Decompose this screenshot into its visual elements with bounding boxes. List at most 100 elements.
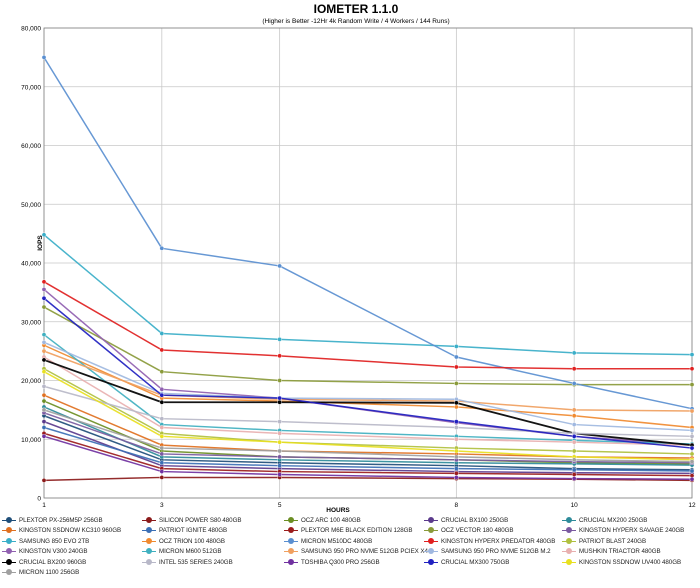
data-point <box>277 399 282 405</box>
series-group <box>41 232 695 357</box>
axes <box>43 27 693 499</box>
series-line <box>43 306 692 386</box>
legend-item: SAMSUNG 950 PRO NVME 512GB PCIEX X4 <box>284 546 428 557</box>
legend-swatch <box>2 525 16 536</box>
data-point <box>571 476 577 481</box>
data-point <box>41 392 47 398</box>
data-point <box>689 476 695 482</box>
data-point <box>689 408 695 414</box>
series-line <box>43 297 693 449</box>
data-point <box>571 434 577 439</box>
legend-item: CRUCIAL MX300 750GB <box>424 557 509 568</box>
legend-label: KINGSTON HYPERX PREDATOR 480GB <box>441 537 556 545</box>
series-line <box>43 341 693 432</box>
legend-label: TOSHIBA Q300 PRO 256GB <box>301 558 380 566</box>
legend-item: OCZ TRION 100 480GB <box>142 536 225 547</box>
series-line <box>43 432 693 477</box>
series-line <box>43 344 693 429</box>
legend-item: PATRIOT BLAST 240GB <box>562 536 646 547</box>
legend-item: MICRON 1100 256GB <box>2 567 79 578</box>
legend-label: OCZ TRION 100 480GB <box>159 537 225 545</box>
legend-swatch <box>2 515 16 526</box>
data-point <box>571 366 577 372</box>
data-point <box>41 340 47 345</box>
legend-label: SILICON POWER S80 480GB <box>159 517 242 524</box>
legend-label: MICRON M510DC 480GB <box>301 537 373 545</box>
data-point <box>277 395 282 401</box>
data-point <box>277 419 282 424</box>
x-tick-label: 3 <box>160 502 164 509</box>
data-point <box>571 439 577 445</box>
chart-title: IOMETER 1.1.0 <box>314 2 399 16</box>
legend-label: PATRIOT BLAST 240GB <box>579 537 647 545</box>
data-point <box>571 407 577 413</box>
data-point <box>689 468 695 474</box>
data-point <box>159 469 165 474</box>
data-point <box>41 407 47 413</box>
legend-label: MICRON M600 512GB <box>159 548 222 556</box>
legend-swatch <box>142 525 156 536</box>
data-point <box>454 404 459 410</box>
legend-swatch <box>424 536 438 547</box>
series-group <box>41 279 695 372</box>
legend-swatch <box>142 557 156 568</box>
legend-swatch <box>424 546 438 557</box>
data-point <box>571 472 577 477</box>
data-point <box>159 451 165 457</box>
legend-label: CRUCIAL BX200 960GB <box>19 558 87 566</box>
series-group <box>41 366 695 457</box>
legend-label: KINGSTON SSDNOW KC310 960GB <box>19 527 122 535</box>
series-line <box>43 371 693 461</box>
data-point <box>41 348 47 354</box>
data-point <box>41 384 47 389</box>
legend-label: MICRON 1100 256GB <box>19 569 80 576</box>
series-line <box>43 415 693 471</box>
data-point <box>277 337 282 342</box>
legend-item: TOSHIBA Q300 PRO 256GB <box>284 557 380 568</box>
y-tick-label: 10,000 <box>21 437 41 444</box>
series-line <box>43 385 693 438</box>
data-point <box>159 392 165 398</box>
data-point <box>41 434 47 439</box>
legend-item: KINGSTON SSDNOW UV400 480GB <box>562 557 681 568</box>
legend-label: CRUCIAL MX300 750GB <box>441 558 510 566</box>
data-point <box>571 457 577 463</box>
data-point <box>454 466 459 471</box>
data-point <box>277 378 282 383</box>
data-point <box>571 350 577 356</box>
legend-label: SAMSUNG 850 EVO 2TB <box>19 537 90 545</box>
data-point <box>41 304 47 310</box>
series-group <box>41 410 695 466</box>
y-tick-label: 80,000 <box>21 26 41 33</box>
x-tick-label: 1 <box>42 502 46 509</box>
data-point <box>41 232 47 238</box>
data-point <box>689 366 695 372</box>
data-point <box>454 425 459 430</box>
legend-swatch <box>562 546 576 557</box>
legend-item: PLEXTOR M6E BLACK EDITION 128GB <box>284 525 413 536</box>
data-point <box>159 445 165 451</box>
legend-swatch <box>142 536 156 547</box>
legend-item: KINGSTON SSDNOW KC310 960GB <box>2 525 121 536</box>
data-point <box>454 381 459 386</box>
legend-label: OCZ VECTOR 180 480GB <box>441 527 514 535</box>
data-point <box>159 246 165 251</box>
data-point <box>159 416 165 421</box>
data-point <box>41 425 47 430</box>
legend-swatch <box>424 557 438 568</box>
data-point <box>277 439 282 445</box>
x-tick-label: 8 <box>455 502 459 509</box>
data-point <box>571 413 577 419</box>
data-point <box>454 364 459 370</box>
data-point <box>454 436 459 442</box>
data-point <box>689 352 695 357</box>
x-tick-label: 10 <box>571 502 579 509</box>
series-line <box>43 350 693 412</box>
data-point <box>41 398 47 404</box>
tick-labels: 0 10,000 20,000 30,000 40,000 50,000 60,000 70,… <box>21 26 696 510</box>
legend-item: SAMSUNG 850 EVO 2TB <box>2 536 89 547</box>
legend-swatch <box>562 515 576 526</box>
legend-label: OCZ ARC 100 480GB <box>301 517 361 524</box>
series-line <box>43 409 693 463</box>
series-line <box>43 420 693 475</box>
